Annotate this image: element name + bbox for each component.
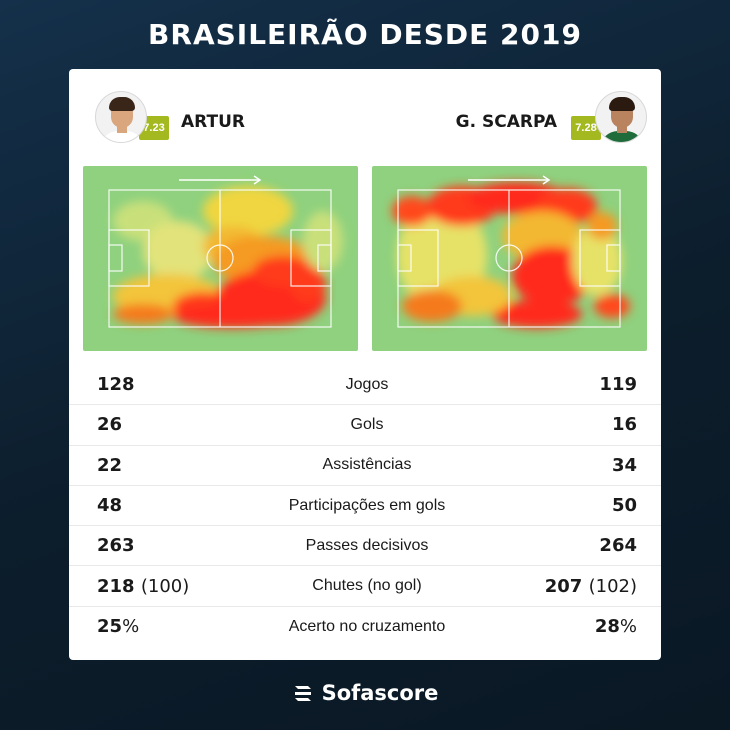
sofascore-logo-icon (294, 686, 311, 701)
stat-label: Jogos (345, 375, 389, 393)
stat-label: Chutes (no gol) (312, 577, 422, 595)
heatmap-left-svg (108, 175, 343, 328)
avatar-shirt (600, 131, 644, 142)
stat-left-unit: % (122, 616, 140, 638)
stat-label: Participações em gols (288, 496, 446, 514)
avatar-neck (117, 125, 127, 133)
stat-right: 119 (599, 374, 637, 396)
stat-right: 264 (599, 535, 637, 557)
heatmap-right-svg (392, 175, 630, 328)
stat-right: 16 (611, 414, 637, 436)
stat-left: 48 (97, 495, 123, 517)
stat-right-paren: (102) (588, 575, 637, 597)
stat-row: 128 Jogos 119 (69, 365, 661, 406)
comparison-card: 7.23 ARTUR G. SCARPA 7.28 (69, 69, 661, 660)
stat-label: Passes decisivos (305, 536, 429, 554)
stat-row: 48 Participações em gols 50 (69, 486, 661, 527)
stat-right-main: 207 (544, 575, 583, 597)
arrow-right-icon (468, 175, 551, 185)
stat-row: 218 (100) Chutes (no gol) 207 (102) (69, 566, 661, 607)
stat-row: 22 Assistências 34 (69, 446, 661, 486)
stat-label: Gols (350, 415, 384, 433)
stat-left: 22 (97, 454, 123, 476)
brand-name: Sofascore (321, 681, 439, 705)
stat-left-main: 25 (97, 616, 123, 638)
stat-right: 28% (507, 616, 637, 637)
brand-footer: Sofascore (0, 678, 730, 708)
stat-left: 218 (100) (97, 576, 227, 597)
stat-left-main: 218 (97, 575, 135, 597)
player-header-left: 7.23 ARTUR (95, 87, 245, 147)
avatar-right (595, 91, 647, 143)
stats-table: 128 Jogos 119 26 Gols 16 22 Assistências… (69, 365, 661, 647)
stat-right-unit: % (619, 616, 637, 638)
stat-row: 26 Gols 16 (69, 405, 661, 446)
heat-blobs (392, 182, 630, 328)
stat-right: 50 (611, 495, 637, 517)
stat-left: 25% (97, 616, 227, 637)
pitch-lines (108, 189, 332, 328)
player-header-right: G. SCARPA 7.28 (456, 87, 647, 147)
player-name-right: G. SCARPA (455, 112, 557, 132)
pitch-lines (397, 189, 621, 328)
stat-left: 128 (97, 374, 135, 396)
stat-right: 207 (102) (507, 576, 637, 597)
heat-blobs (113, 186, 343, 328)
stat-left: 26 (97, 414, 123, 436)
stat-right: 34 (611, 454, 637, 476)
avatar-hair (609, 97, 635, 111)
stat-row: 25% Acerto no cruzamento 28% (69, 607, 661, 647)
heatmap-right (372, 166, 647, 351)
stat-left-paren: (100) (140, 575, 190, 597)
stat-right-main: 28 (594, 616, 620, 638)
player-name-left: ARTUR (181, 112, 245, 132)
stat-left: 263 (97, 535, 135, 557)
page-title: BRASILEIRÃO DESDE 2019 (148, 18, 582, 51)
arrow-right-icon (179, 175, 262, 185)
avatar-left (95, 91, 147, 143)
stat-label: Acerto no cruzamento (288, 617, 446, 635)
avatar-hair (109, 97, 135, 111)
heatmap-left (83, 166, 358, 351)
avatar-neck (617, 125, 627, 133)
avatar-shirt (100, 131, 144, 142)
stat-row: 263 Passes decisivos 264 (69, 526, 661, 567)
stat-label: Assistências (322, 456, 412, 474)
